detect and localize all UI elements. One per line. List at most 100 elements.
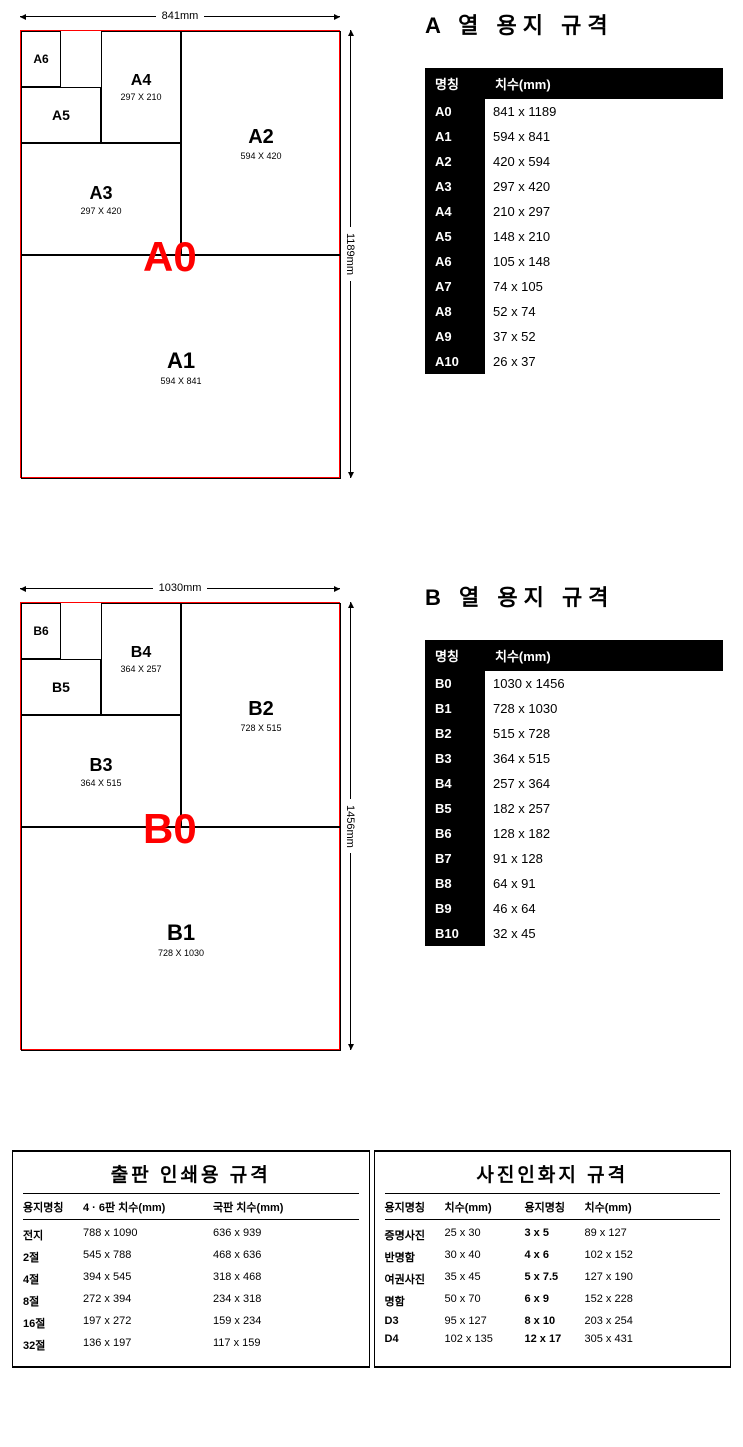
row-name: A8 — [425, 299, 485, 324]
row-label: 12 x 17 — [525, 1333, 585, 1345]
row-name: A1 — [425, 124, 485, 149]
print-row: 8절272 x 394234 x 318 — [23, 1290, 359, 1312]
photo-header: 용지명칭치수(mm)용지명칭치수(mm) — [385, 1196, 721, 1220]
table-row: A5148 x 210 — [425, 224, 723, 249]
col-header: 치수(mm) — [585, 1199, 721, 1215]
width-label: 841mm — [156, 10, 205, 22]
row-name: A0 — [425, 99, 485, 124]
cell-name: A5 — [52, 107, 70, 123]
photo-row: D4102 x 13512 x 17305 x 431 — [385, 1330, 721, 1348]
paper-cell-b2: B2728 X 515 — [181, 603, 341, 827]
width-dimension: 841mm — [20, 6, 340, 26]
row-label: 여권사진 — [385, 1271, 445, 1287]
cell-size: 594 X 841 — [160, 376, 201, 386]
width-label: 1030mm — [153, 582, 208, 594]
print-title: 출판 인쇄용 규격 — [23, 1160, 359, 1194]
row-size: 364 x 515 — [485, 751, 550, 766]
table-header: 명칭치수(mm) — [425, 68, 723, 99]
table-row: B791 x 128 — [425, 846, 723, 871]
row-val: 636 x 939 — [213, 1227, 359, 1243]
cell-size: 728 X 1030 — [158, 948, 204, 958]
row-val: 136 x 197 — [83, 1337, 213, 1353]
row-val: 305 x 431 — [585, 1333, 721, 1345]
table-row: A0841 x 1189 — [425, 99, 723, 124]
figure-column: 1030mmB1728 X 1030B2728 X 515B3364 X 515… — [20, 578, 400, 1050]
table-row: A1594 x 841 — [425, 124, 723, 149]
table-row: A937 x 52 — [425, 324, 723, 349]
photo-row: 반명함30 x 404 x 6102 x 152 — [385, 1246, 721, 1268]
row-label: 8 x 10 — [525, 1315, 585, 1327]
photo-row: 증명사진25 x 303 x 589 x 127 — [385, 1224, 721, 1246]
row-val: 30 x 40 — [445, 1249, 525, 1265]
center-label: A0 — [143, 233, 197, 281]
row-size: 105 x 148 — [485, 254, 550, 269]
row-size: 91 x 128 — [485, 851, 543, 866]
col-header: 국판 치수(mm) — [213, 1199, 359, 1215]
series-block-b: 1030mmB1728 X 1030B2728 X 515B3364 X 515… — [0, 578, 743, 1050]
table-row: A852 x 74 — [425, 299, 723, 324]
row-name: B8 — [425, 871, 485, 896]
row-val: 203 x 254 — [585, 1315, 721, 1327]
row-size: 1030 x 1456 — [485, 676, 565, 691]
series-title: B 열 용지 규격 — [425, 580, 723, 612]
row-name: B3 — [425, 746, 485, 771]
row-val: 272 x 394 — [83, 1293, 213, 1309]
height-dimension: 1189mm — [340, 30, 360, 478]
print-row: 전지788 x 1090636 x 939 — [23, 1224, 359, 1246]
row-name: B2 — [425, 721, 485, 746]
row-val: 468 x 636 — [213, 1249, 359, 1265]
row-size: 26 x 37 — [485, 354, 536, 369]
print-row: 16절197 x 272159 x 234 — [23, 1312, 359, 1334]
row-name: B10 — [425, 921, 485, 946]
print-row: 32절136 x 197117 x 159 — [23, 1334, 359, 1356]
table-row: B2515 x 728 — [425, 721, 723, 746]
row-val: 545 x 788 — [83, 1249, 213, 1265]
row-val: 102 x 152 — [585, 1249, 721, 1265]
table-row: B946 x 64 — [425, 896, 723, 921]
row-val: 234 x 318 — [213, 1293, 359, 1309]
side-column: B 열 용지 규격명칭치수(mm)B01030 x 1456B1728 x 10… — [425, 578, 723, 946]
row-name: A9 — [425, 324, 485, 349]
figure-row: A1594 X 841A2594 X 420A3297 X 420A4297 X… — [20, 26, 400, 478]
row-size: 64 x 91 — [485, 876, 536, 891]
print-header: 용지명칭4 · 6판 치수(mm)국판 치수(mm) — [23, 1196, 359, 1220]
row-val: 197 x 272 — [83, 1315, 213, 1331]
table-row: A774 x 105 — [425, 274, 723, 299]
row-name: A7 — [425, 274, 485, 299]
row-size: 210 x 297 — [485, 204, 550, 219]
row-val: 394 x 545 — [83, 1271, 213, 1287]
paper-diagram: A1594 X 841A2594 X 420A3297 X 420A4297 X… — [20, 30, 340, 478]
width-dimension: 1030mm — [20, 578, 340, 598]
row-val: 50 x 70 — [445, 1293, 525, 1309]
cell-name: A6 — [33, 52, 48, 66]
row-val: 152 x 228 — [585, 1293, 721, 1309]
row-name: B0 — [425, 671, 485, 696]
table-row: A4210 x 297 — [425, 199, 723, 224]
table-row: B4257 x 364 — [425, 771, 723, 796]
paper-cell-a1: A1594 X 841 — [21, 255, 341, 479]
paper-cell-b4: B4364 X 257 — [101, 603, 181, 715]
cell-name: B4 — [131, 644, 151, 662]
table-row: B1728 x 1030 — [425, 696, 723, 721]
row-size: 148 x 210 — [485, 229, 550, 244]
spec-table: 명칭치수(mm)B01030 x 1456B1728 x 1030B2515 x… — [425, 640, 723, 946]
row-size: 32 x 45 — [485, 926, 536, 941]
table-row: B01030 x 1456 — [425, 671, 723, 696]
row-name: A2 — [425, 149, 485, 174]
row-label: 32절 — [23, 1337, 83, 1353]
height-label: 1189mm — [344, 227, 356, 281]
row-size: 257 x 364 — [485, 776, 550, 791]
row-val: 788 x 1090 — [83, 1227, 213, 1243]
photo-row: 여권사진35 x 455 x 7.5127 x 190 — [385, 1268, 721, 1290]
cell-name: A3 — [89, 183, 112, 204]
row-val: 159 x 234 — [213, 1315, 359, 1331]
row-size: 420 x 594 — [485, 154, 550, 169]
row-size: 74 x 105 — [485, 279, 543, 294]
paper-cell-b1: B1728 X 1030 — [21, 827, 341, 1051]
cell-name: B5 — [52, 679, 70, 695]
row-label: 4 x 6 — [525, 1249, 585, 1265]
col-header: 용지명칭 — [385, 1199, 445, 1215]
table-row: A3297 x 420 — [425, 174, 723, 199]
row-size: 728 x 1030 — [485, 701, 557, 716]
side-column: A 열 용지 규격명칭치수(mm)A0841 x 1189A1594 x 841… — [425, 6, 723, 374]
